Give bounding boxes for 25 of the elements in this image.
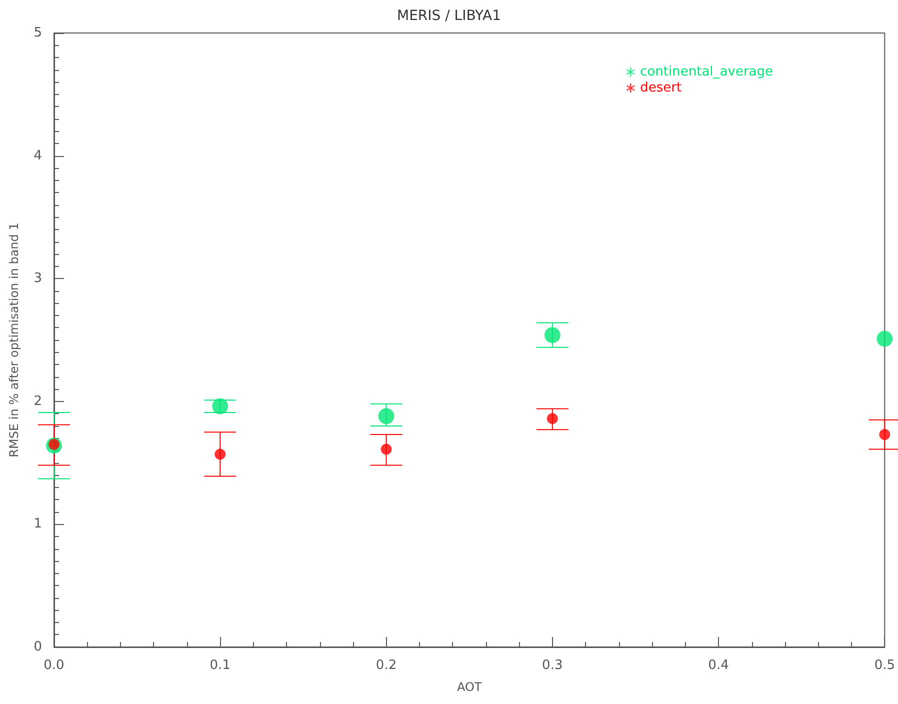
legend-label: continental_average bbox=[640, 64, 773, 80]
x-tick-label: 0.3 bbox=[542, 658, 563, 673]
point bbox=[212, 398, 228, 414]
y-axis-title: RMSE in % after optimisation in band 1 bbox=[7, 222, 21, 458]
x-tick-label: 0.5 bbox=[874, 658, 896, 673]
y-tick-label: 4 bbox=[34, 148, 42, 164]
point bbox=[544, 327, 560, 344]
point bbox=[546, 413, 558, 424]
point bbox=[214, 448, 226, 460]
y-tick-label: 5 bbox=[34, 26, 42, 40]
point bbox=[876, 330, 893, 347]
point bbox=[378, 408, 394, 424]
y-tick-label: 1 bbox=[34, 516, 42, 532]
x-tick-label: 0.4 bbox=[708, 658, 729, 673]
x-axis-title: AOT bbox=[456, 680, 482, 694]
y-tick-label: 2 bbox=[34, 394, 42, 409]
x-tick-label: 0.1 bbox=[210, 658, 230, 673]
x-tick-label: 0.0 bbox=[44, 658, 64, 673]
y-tick-label: 0 bbox=[34, 640, 42, 654]
chart-title: MERIS / LIBYA1 bbox=[396, 8, 502, 24]
y-tick-label: 3 bbox=[34, 271, 42, 286]
point bbox=[380, 444, 392, 455]
point bbox=[879, 429, 890, 440]
x-tick-label: 0.2 bbox=[376, 658, 397, 673]
legend-label: desert bbox=[640, 80, 682, 96]
